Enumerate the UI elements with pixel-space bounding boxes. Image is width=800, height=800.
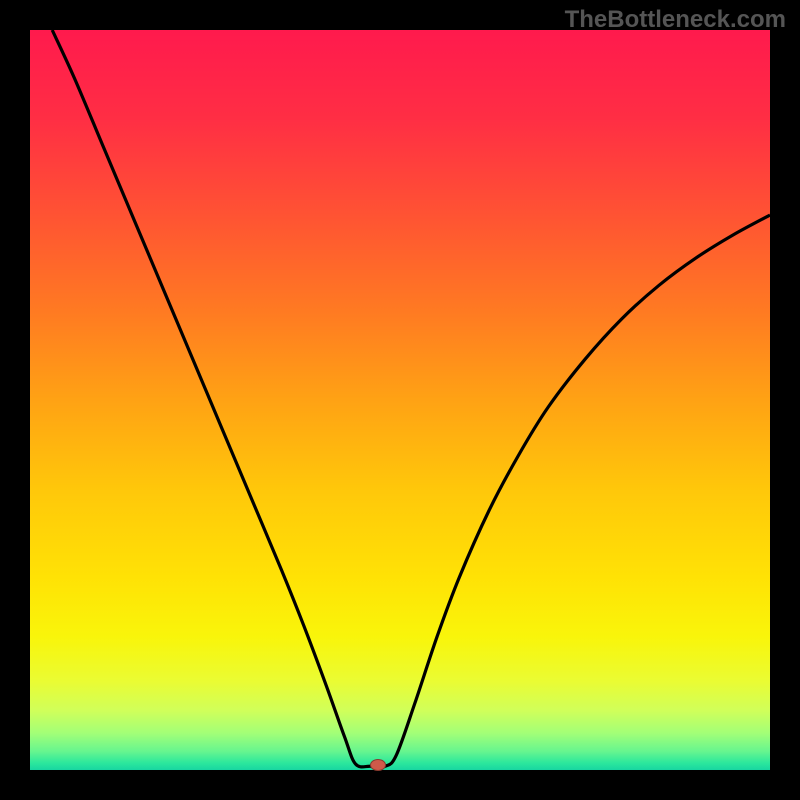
operating-point-marker (370, 759, 386, 771)
curve-path (52, 30, 770, 767)
watermark-text: TheBottleneck.com (565, 6, 786, 34)
plot-area (30, 30, 770, 770)
bottleneck-curve (30, 30, 770, 770)
chart-container: TheBottleneck.com (0, 0, 800, 800)
